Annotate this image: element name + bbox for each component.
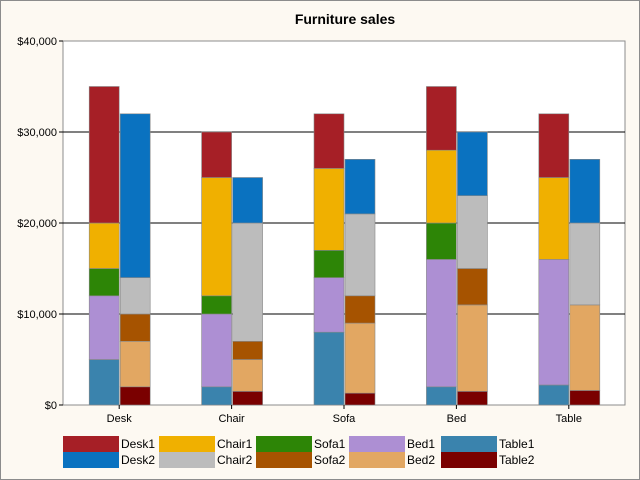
- y-tick-label: $10,000: [17, 309, 57, 321]
- legend-swatch-desk1: [63, 436, 119, 452]
- bar-segment-bed2: [344, 322, 376, 394]
- legend-label: Chair1: [217, 437, 253, 451]
- bar-segment-table2: [119, 386, 151, 406]
- legend-label: Table2: [499, 453, 535, 467]
- bar-segment-chair1: [201, 177, 232, 297]
- bar-segment-desk1: [313, 113, 345, 169]
- y-tick-label: $40,000: [17, 36, 57, 48]
- bar-segment-table1: [201, 386, 232, 406]
- bar-segment-chair2: [119, 277, 151, 315]
- bar-segment-bed2: [119, 340, 151, 388]
- bar-segment-table1: [538, 384, 570, 406]
- bar-segment-table1: [88, 359, 120, 406]
- bar-segment-table2: [457, 391, 488, 406]
- bar-segment-sofa2: [457, 268, 488, 306]
- legend-swatch-sofa1: [256, 436, 312, 452]
- bar-segment-table2: [344, 392, 376, 406]
- bar-segment-table2: [569, 390, 601, 406]
- bar-segment-table2: [232, 391, 263, 406]
- bar-segment-chair1: [88, 222, 120, 269]
- bar-segment-desk1: [88, 86, 120, 224]
- bar-segment-sofa1: [426, 222, 457, 260]
- bar-segment-desk1: [426, 86, 457, 151]
- bar-segment-desk2: [119, 113, 151, 278]
- legend-swatch-bed2: [349, 452, 405, 468]
- bar-segment-bed1: [313, 277, 345, 333]
- legend-label: Chair2: [217, 453, 253, 467]
- bar-segment-chair2: [232, 222, 263, 342]
- bar-segment-desk2: [569, 159, 601, 224]
- x-tick-label: Bed: [447, 413, 467, 425]
- x-tick-label: Sofa: [333, 413, 357, 425]
- bar-segment-bed2: [232, 359, 263, 392]
- legend-label: Desk2: [121, 453, 155, 467]
- legend-swatch-chair1: [159, 436, 215, 452]
- bar-segment-table1: [426, 386, 457, 406]
- bar-segment-bed1: [538, 259, 570, 386]
- bar-segment-chair2: [344, 213, 376, 297]
- bar-segment-sofa2: [119, 313, 151, 342]
- y-tick-label: $0: [45, 400, 57, 412]
- bar-segment-sofa1: [88, 268, 120, 297]
- legend-swatch-sofa2: [256, 452, 312, 468]
- bar-segment-bed1: [426, 259, 457, 388]
- bar-segment-bed2: [457, 304, 488, 392]
- y-tick-label: $20,000: [17, 218, 57, 230]
- legend-swatch-table1: [441, 436, 497, 452]
- bar-segment-chair2: [457, 195, 488, 269]
- bar-segment-chair2: [569, 222, 601, 306]
- bar-segment-desk1: [538, 113, 570, 178]
- bar-segment-table1: [313, 331, 345, 406]
- bar-segment-chair1: [313, 168, 345, 251]
- x-tick-label: Chair: [218, 413, 245, 425]
- bar-segment-sofa1: [313, 250, 345, 278]
- bar-segment-chair1: [538, 177, 570, 260]
- chart-title: Furniture sales: [295, 11, 396, 27]
- legend-swatch-chair2: [159, 452, 215, 468]
- bar-segment-desk2: [457, 131, 488, 197]
- bar-segment-sofa1: [201, 295, 232, 315]
- bar-segment-chair1: [426, 149, 457, 224]
- legend-label: Sofa2: [314, 453, 346, 467]
- legend-label: Sofa1: [314, 437, 346, 451]
- bar-segment-bed1: [201, 313, 232, 388]
- bar-segment-bed1: [88, 295, 120, 360]
- legend-swatch-bed1: [349, 436, 405, 452]
- x-tick-label: Desk: [107, 413, 133, 425]
- bar-segment-sofa2: [344, 295, 376, 324]
- bar-segment-desk2: [232, 177, 263, 224]
- bar-segment-desk2: [344, 159, 376, 215]
- legend-label: Table1: [499, 437, 535, 451]
- bar-segment-bed2: [569, 304, 601, 391]
- legend-label: Bed2: [407, 453, 435, 467]
- bar-segment-desk1: [201, 131, 232, 178]
- legend-label: Bed1: [407, 437, 435, 451]
- y-tick-label: $30,000: [17, 127, 57, 139]
- legend-swatch-desk2: [63, 452, 119, 468]
- bar-segment-sofa2: [232, 340, 263, 360]
- legend-label: Desk1: [121, 437, 155, 451]
- x-tick-label: Table: [556, 413, 582, 425]
- legend-swatch-table2: [441, 452, 497, 468]
